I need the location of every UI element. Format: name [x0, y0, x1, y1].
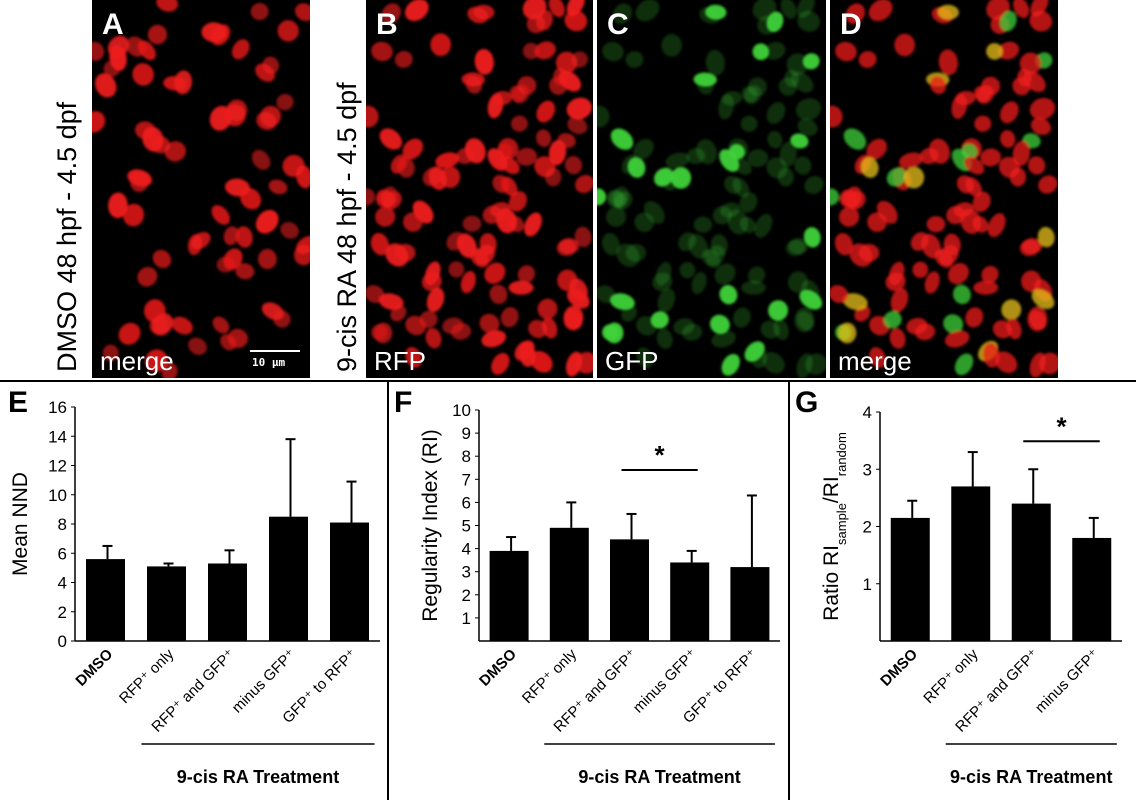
cell-nuclei	[597, 0, 826, 378]
channel-label-a: merge	[100, 346, 174, 376]
bar	[208, 563, 247, 641]
bar	[610, 539, 649, 641]
bar	[489, 550, 529, 641]
row-label-9cis: 9-cis RA 48 hpf - 4.5 dpf	[332, 82, 362, 372]
y-tick-label: 10	[452, 401, 471, 420]
group-label: 9-cis RA Treatment	[950, 767, 1112, 787]
y-tick-label: 1	[462, 609, 471, 628]
cell-nuclei	[830, 0, 1058, 378]
significance-star: *	[1056, 411, 1067, 441]
y-tick-label: 2	[863, 518, 872, 537]
y-tick-label: 16	[48, 398, 67, 417]
panel-letter-d: D	[840, 8, 862, 41]
category-label: DMSO	[877, 646, 921, 690]
group-label: 9-cis RA Treatment	[177, 767, 339, 787]
bar	[330, 522, 369, 641]
y-axis-label: Mean NND	[9, 472, 32, 576]
row-label-dmso: DMSO 48 hpf - 4.5 dpf	[52, 101, 82, 372]
bar	[890, 517, 930, 641]
bar	[1072, 537, 1112, 641]
y-tick-label: 6	[462, 493, 471, 512]
y-tick-label: 2	[58, 603, 67, 622]
image-panel-c: C GFP	[597, 0, 826, 378]
y-tick-label: 3	[462, 563, 471, 582]
y-tick-label: 4	[58, 574, 67, 593]
cell-nuclei	[92, 0, 310, 378]
y-tick-label: 8	[462, 447, 471, 466]
bar	[670, 562, 710, 641]
chart-letter: F	[394, 386, 412, 419]
y-tick-label: 12	[48, 457, 67, 476]
y-tick-label: 3	[863, 460, 872, 479]
scale-bar-label: 10 µm	[252, 356, 285, 369]
group-label: 9-cis RA Treatment	[578, 767, 740, 787]
category-label: RFP⁺ only	[920, 645, 982, 707]
y-tick-label: 4	[462, 540, 471, 559]
y-tick-label: 8	[58, 515, 67, 534]
y-tick-label: 6	[58, 544, 67, 563]
bar	[147, 566, 186, 641]
chart-letter: G	[795, 386, 818, 419]
bar	[86, 559, 125, 641]
chart-letter: E	[8, 386, 28, 419]
y-tick-label: 14	[48, 427, 67, 446]
bar	[730, 567, 770, 641]
y-tick-label: 2	[462, 586, 471, 605]
category-label: DMSO	[476, 646, 520, 690]
panel-letter-c: C	[607, 8, 629, 41]
bar	[549, 527, 589, 641]
y-tick-label: 0	[58, 632, 67, 651]
scale-bar: 10 µm	[250, 350, 300, 369]
y-axis-label: Regularity Index (RI)	[419, 429, 442, 622]
y-tick-label: 7	[462, 470, 471, 489]
y-tick-label: 9	[462, 424, 471, 443]
category-label: minus GFP⁺	[1032, 646, 1103, 717]
chart-g: G 1 2 3 4 Ratio RIsample/RIrandom DMSO RFP⁺ onl…	[795, 386, 1122, 787]
y-tick-label: 4	[863, 403, 872, 422]
bar	[1011, 503, 1051, 641]
y-tick-label: 1	[863, 575, 872, 594]
bar	[951, 486, 991, 641]
image-panel-b: B RFP	[366, 0, 593, 378]
panel-letter-a: A	[102, 8, 124, 41]
bar	[269, 516, 308, 641]
category-label: RFP⁺ only	[519, 645, 581, 707]
channel-label-b: RFP	[374, 346, 426, 376]
panel-letter-b: B	[376, 8, 398, 41]
channel-label-d: merge	[838, 346, 912, 376]
significance-star: *	[655, 440, 666, 470]
category-label: RFP⁺ only	[116, 645, 178, 707]
chart-f: F 1 2 3 4 5 6 7 8 9 10 Regularity Index (RI) DMSORFP…	[394, 386, 780, 787]
y-tick-label: 5	[462, 517, 471, 536]
y-axis-label: Ratio RIsample/RIrandom	[820, 432, 849, 621]
category-label: DMSO	[72, 646, 116, 690]
y-tick-label: 10	[48, 486, 67, 505]
channel-label-c: GFP	[605, 346, 658, 376]
cell-nuclei	[366, 0, 593, 377]
